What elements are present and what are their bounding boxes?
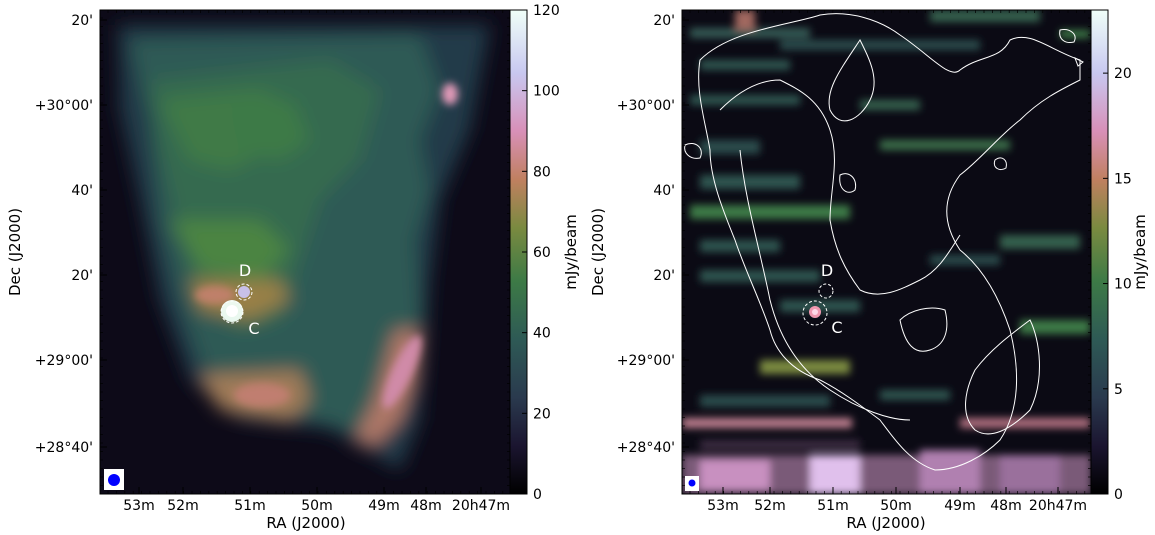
colorbar-tick-label: 20 bbox=[1114, 66, 1132, 82]
y-tick-label: +29°00' bbox=[617, 353, 675, 369]
y-tick-label: +29°00' bbox=[35, 353, 93, 369]
right-source-d-label: D bbox=[821, 261, 833, 280]
right-source-d-marker bbox=[818, 283, 834, 299]
x-tick-label: 49m bbox=[368, 498, 399, 514]
colorbar-tick-label: 120 bbox=[533, 3, 560, 19]
x-tick-label: 52m bbox=[754, 498, 785, 514]
y-tick-label: 40' bbox=[71, 183, 93, 199]
right-xlabel: RA (J2000) bbox=[846, 514, 925, 532]
x-tick-label: 52m bbox=[167, 498, 198, 514]
y-tick-label: 20' bbox=[653, 13, 675, 29]
colorbar-tick-label: 0 bbox=[533, 487, 542, 503]
colorbar-tick-label: 5 bbox=[1114, 382, 1123, 398]
x-tick-label: 20h47m bbox=[452, 498, 510, 514]
right-beam-icon bbox=[688, 479, 696, 487]
x-tick-label: 49m bbox=[944, 498, 975, 514]
left-ylabel: Dec (J2000) bbox=[6, 208, 24, 296]
x-tick-label: 20h47m bbox=[1029, 498, 1087, 514]
y-tick-label: +28°40' bbox=[617, 440, 675, 456]
right-colorbar-label: mJy/beam bbox=[1131, 214, 1149, 290]
right-ylabel: Dec (J2000) bbox=[589, 208, 607, 296]
right-source-c-label: C bbox=[831, 318, 842, 337]
right-panel: D C RA (J2000) Dec (J2000) mJy/beam bbox=[589, 9, 1149, 532]
y-tick-label: 20' bbox=[71, 13, 93, 29]
right-colorbar bbox=[1090, 9, 1109, 495]
right-contours bbox=[684, 13, 1084, 471]
left-beam-icon bbox=[108, 474, 120, 486]
colorbar-tick-label: 20 bbox=[533, 406, 551, 422]
x-tick-label: 48m bbox=[990, 498, 1021, 514]
left-panel: D C RA (J2000) Dec (J2000) mJy/beam bbox=[6, 9, 580, 532]
y-tick-label: 20' bbox=[653, 268, 675, 284]
right-image bbox=[682, 10, 1091, 494]
left-source-d-marker bbox=[235, 283, 253, 301]
x-tick-label: 53m bbox=[123, 498, 154, 514]
left-source-c-label: C bbox=[248, 319, 259, 338]
colorbar-tick-label: 40 bbox=[533, 326, 551, 342]
y-tick-label: 20' bbox=[71, 268, 93, 284]
colorbar-tick-label: 100 bbox=[533, 84, 560, 100]
left-xlabel: RA (J2000) bbox=[266, 514, 345, 532]
y-tick-label: 40' bbox=[653, 183, 675, 199]
x-tick-label: 50m bbox=[880, 498, 911, 514]
x-tick-label: 53m bbox=[707, 498, 738, 514]
y-tick-label: +30°00' bbox=[35, 98, 93, 114]
tick-layer: 53m 52m 51m 50m 49m 48m 20h47m 20' +30°00' 40' 20'… bbox=[35, 3, 1132, 514]
left-source-d-label: D bbox=[239, 261, 251, 280]
left-colorbar-label: mJy/beam bbox=[562, 214, 580, 290]
x-tick-label: 50m bbox=[301, 498, 332, 514]
left-image bbox=[100, 10, 510, 494]
colorbar-tick-label: 80 bbox=[533, 164, 551, 180]
right-source-c-marker bbox=[802, 300, 828, 326]
y-tick-label: +30°00' bbox=[617, 98, 675, 114]
x-tick-label: 51m bbox=[234, 498, 265, 514]
left-source-c-marker bbox=[220, 300, 244, 324]
colorbar-tick-label: 15 bbox=[1114, 171, 1132, 187]
colorbar-tick-label: 10 bbox=[1114, 277, 1132, 293]
colorbar-tick-label: 60 bbox=[533, 245, 551, 261]
x-tick-label: 48m bbox=[410, 498, 441, 514]
colorbar-tick-label: 0 bbox=[1114, 487, 1123, 503]
y-tick-label: +28°40' bbox=[35, 440, 93, 456]
x-tick-label: 51m bbox=[817, 498, 848, 514]
